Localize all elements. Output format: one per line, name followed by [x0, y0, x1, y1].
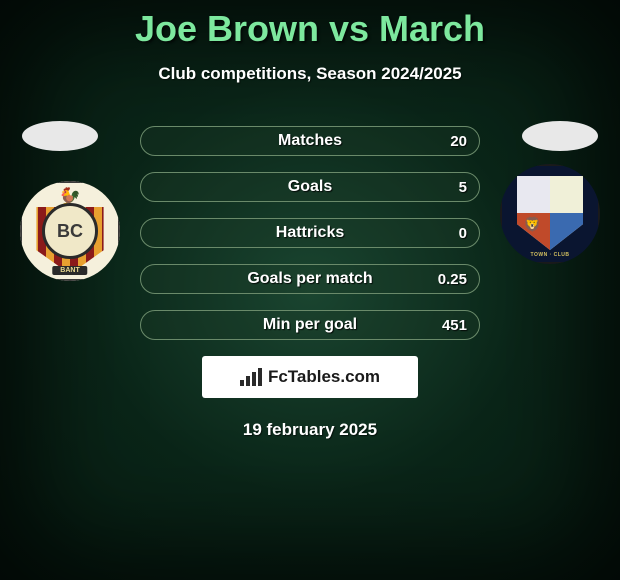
stat-row-gpm: Goals per match 0.25 — [140, 264, 480, 294]
avatar-left — [22, 121, 98, 151]
subtitle: Club competitions, Season 2024/2025 — [0, 64, 620, 84]
page-title: Joe Brown vs March — [0, 0, 620, 50]
stat-label: Goals — [288, 178, 332, 196]
stat-row-mpg: Min per goal 451 — [140, 310, 480, 340]
stat-label: Goals per match — [247, 270, 372, 288]
stat-row-hattricks: Hattricks 0 — [140, 218, 480, 248]
avatar-right — [522, 121, 598, 151]
lion-icon: 🦁 — [524, 216, 541, 233]
stat-right-value: 0.25 — [438, 271, 467, 288]
badge-left-art: 🐓 BC BANT — [20, 181, 120, 281]
stat-label: Matches — [278, 132, 342, 150]
stat-label: Min per goal — [263, 316, 357, 334]
stat-rows: Matches 20 Goals 5 Hattricks 0 Goals per… — [140, 126, 480, 340]
stat-row-matches: Matches 20 — [140, 126, 480, 156]
badge-left-initials: BC — [42, 203, 98, 259]
date-label: 19 february 2025 — [0, 420, 620, 440]
content-wrapper: Joe Brown vs March Club competitions, Se… — [0, 0, 620, 580]
stat-row-goals: Goals 5 — [140, 172, 480, 202]
stat-right-value: 5 — [459, 179, 467, 196]
stat-right-value: 0 — [459, 225, 467, 242]
badge-left-banner: BANT — [52, 266, 87, 275]
club-badge-right: 🦁 TOWN · CLUB — [500, 164, 600, 264]
stat-label: Hattricks — [276, 224, 344, 242]
badge-right-ring: TOWN · CLUB — [530, 252, 569, 258]
branding-box[interactable]: FcTables.com — [202, 356, 418, 398]
stat-right-value: 20 — [450, 133, 467, 150]
badge-right-art: 🦁 TOWN · CLUB — [500, 164, 600, 264]
chart-icon — [240, 368, 262, 386]
stats-area: 🐓 BC BANT 🦁 TOWN · CLUB Matches — [0, 126, 620, 440]
club-badge-left: 🐓 BC BANT — [20, 181, 120, 281]
branding-text: FcTables.com — [268, 367, 380, 387]
stat-right-value: 451 — [442, 317, 467, 334]
